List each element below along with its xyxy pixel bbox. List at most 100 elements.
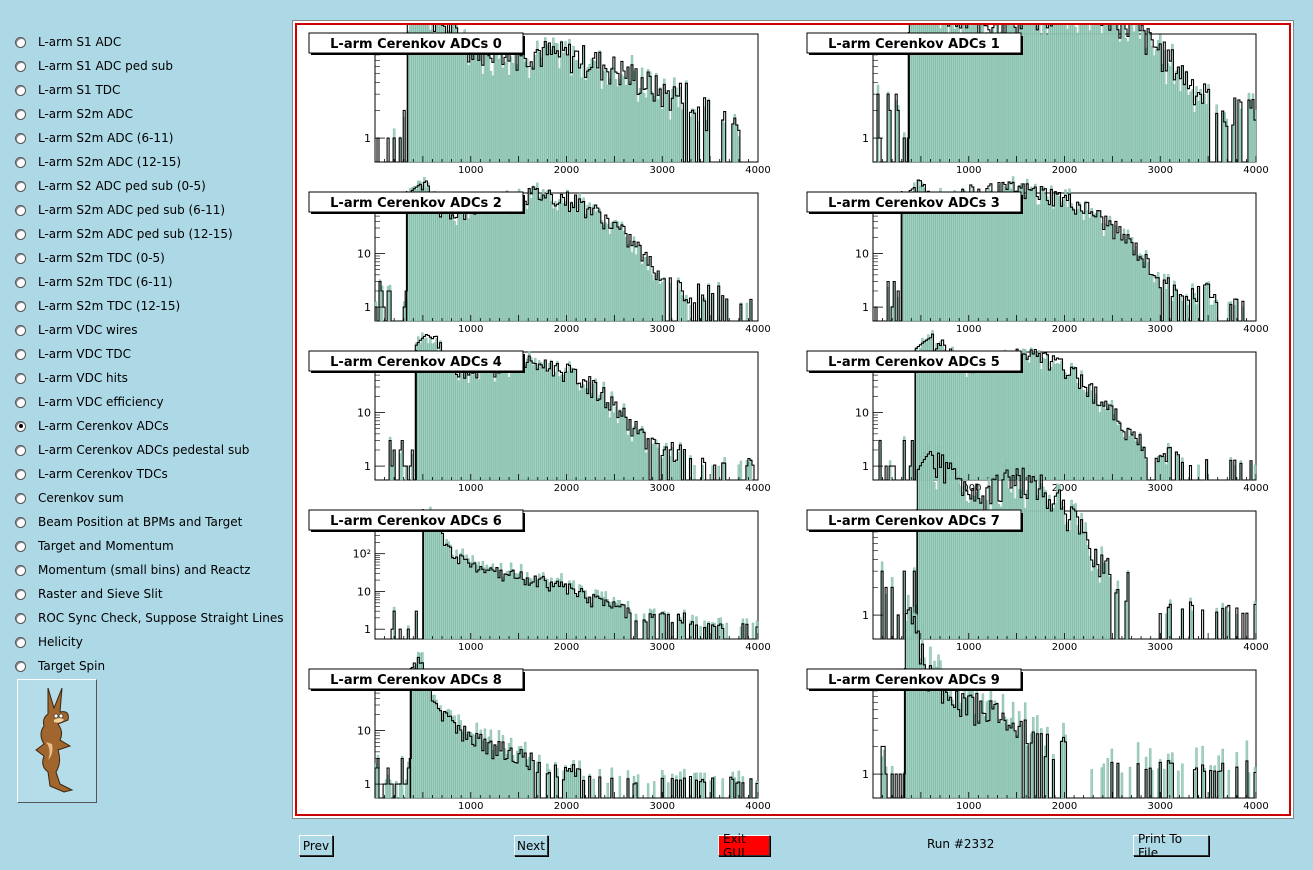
radio-button-icon[interactable]	[15, 36, 26, 48]
radio-item[interactable]: L-arm VDC efficiency	[15, 390, 285, 414]
radio-item[interactable]: L-arm VDC TDC	[15, 342, 285, 366]
plot-title-box: L-arm Cerenkov ADCs 7	[806, 509, 1023, 532]
radio-item[interactable]: L-arm S2m TDC (0-5)	[15, 246, 285, 270]
radio-label: L-arm S1 ADC ped sub	[38, 59, 173, 73]
x-tick-label: 3000	[650, 642, 675, 653]
plot-title-box: L-arm Cerenkov ADCs 5	[806, 350, 1023, 373]
radio-button-icon[interactable]	[15, 492, 26, 504]
radio-item[interactable]: Target Spin	[15, 654, 285, 678]
radio-item[interactable]: L-arm VDC wires	[15, 318, 285, 342]
radio-button-icon[interactable]	[15, 204, 26, 216]
radio-item[interactable]: L-arm Cerenkov ADCs	[15, 414, 285, 438]
x-tick-label: 1000	[458, 165, 483, 176]
radio-item[interactable]: Beam Position at BPMs and Target	[15, 510, 285, 534]
radio-button-icon[interactable]	[15, 60, 26, 72]
y-tick-label: 1	[862, 460, 869, 473]
radio-button-icon[interactable]	[15, 156, 26, 168]
y-tick-label: 1	[862, 609, 869, 622]
coyote-logo-icon	[17, 679, 97, 803]
radio-label: L-arm S2m TDC (6-11)	[38, 275, 173, 289]
radio-item[interactable]: L-arm S1 TDC	[15, 78, 285, 102]
radio-button-icon[interactable]	[15, 564, 26, 576]
radio-button-icon[interactable]	[15, 300, 26, 312]
y-tick-label: 1	[364, 778, 371, 791]
radio-button-icon[interactable]	[15, 516, 26, 528]
radio-button-icon[interactable]	[15, 540, 26, 552]
radio-button-icon[interactable]	[15, 228, 26, 240]
radio-button-icon[interactable]	[15, 324, 26, 336]
radio-item[interactable]: Cerenkov sum	[15, 486, 285, 510]
x-tick-label: 4000	[745, 642, 770, 653]
radio-item[interactable]: ROC Sync Check, Suppose Straight Lines	[15, 606, 285, 630]
radio-button-icon[interactable]	[15, 180, 26, 192]
y-tick-label: 10	[357, 585, 371, 598]
next-button[interactable]: Next	[514, 835, 548, 856]
radio-item[interactable]: L-arm S2m ADC	[15, 102, 285, 126]
prev-button[interactable]: Prev	[299, 835, 333, 856]
radio-button-icon[interactable]	[15, 252, 26, 264]
radio-item[interactable]: L-arm S2m TDC (12-15)	[15, 294, 285, 318]
radio-item[interactable]: L-arm S2m ADC (12-15)	[15, 150, 285, 174]
radio-button-icon[interactable]	[15, 444, 26, 456]
radio-item[interactable]: L-arm S2 ADC ped sub (0-5)	[15, 174, 285, 198]
radio-item[interactable]: Helicity	[15, 630, 285, 654]
radio-button-icon[interactable]	[15, 636, 26, 648]
x-tick-label: 2000	[554, 165, 579, 176]
plot-title-box: L-arm Cerenkov ADCs 3	[806, 191, 1023, 214]
x-tick-label: 1000	[458, 324, 483, 335]
plot-title: L-arm Cerenkov ADCs 1	[828, 37, 1000, 52]
radio-label: Target Spin	[38, 659, 106, 673]
radio-button-icon[interactable]	[15, 612, 26, 624]
radio-item[interactable]: Raster and Sieve Slit	[15, 582, 285, 606]
radio-item[interactable]: L-arm S2m ADC ped sub (6-11)	[15, 198, 285, 222]
x-tick-label: 1000	[956, 801, 981, 812]
x-tick-label: 2000	[1052, 483, 1077, 494]
radio-label: L-arm Cerenkov TDCs	[38, 467, 168, 481]
radio-button-icon[interactable]	[15, 468, 26, 480]
radio-label: Target and Momentum	[38, 539, 174, 553]
radio-item[interactable]: Target and Momentum	[15, 534, 285, 558]
radio-button-icon[interactable]	[15, 348, 26, 360]
data-histogram	[374, 656, 758, 799]
radio-button-icon[interactable]	[15, 108, 26, 120]
radio-label: L-arm S1 TDC	[38, 83, 121, 97]
radio-button-icon[interactable]	[15, 588, 26, 600]
x-tick-label: 1000	[956, 483, 981, 494]
radio-item[interactable]: L-arm S2m ADC ped sub (12-15)	[15, 222, 285, 246]
data-histogram	[873, 333, 1256, 481]
radio-item[interactable]: L-arm S2m TDC (6-11)	[15, 270, 285, 294]
x-tick-label: 1000	[956, 165, 981, 176]
x-tick-label: 4000	[1243, 801, 1268, 812]
radio-label: L-arm S2m ADC (12-15)	[38, 155, 182, 169]
radio-button-icon[interactable]	[15, 372, 26, 384]
radio-button-icon[interactable]	[15, 660, 26, 672]
radio-button-icon[interactable]	[15, 84, 26, 96]
radio-item[interactable]: L-arm S1 ADC ped sub	[15, 54, 285, 78]
radio-button-icon[interactable]	[15, 396, 26, 408]
radio-item[interactable]: L-arm Cerenkov ADCs pedestal sub	[15, 438, 285, 462]
radio-item[interactable]: Momentum (small bins) and Reactz	[15, 558, 285, 582]
radio-label: L-arm S2m TDC (12-15)	[38, 299, 181, 313]
exit-gui-button[interactable]: Exit GUI	[718, 832, 770, 860]
radio-item[interactable]: L-arm S2m ADC (6-11)	[15, 126, 285, 150]
x-tick-label: 3000	[1148, 801, 1173, 812]
radio-label: L-arm Cerenkov ADCs	[38, 419, 169, 433]
radio-label: L-arm S2m ADC (6-11)	[38, 131, 174, 145]
print-to-file-button[interactable]: Print To File	[1133, 832, 1209, 860]
x-tick-label: 2000	[554, 483, 579, 494]
plot-title: L-arm Cerenkov ADCs 5	[828, 355, 1000, 370]
plot-title-box: L-arm Cerenkov ADCs 0	[308, 32, 525, 55]
canvas-border: 1000 2000 3000 4000 1 10 L-arm Cerenkov ADCs 0…	[295, 0, 1291, 816]
radio-item[interactable]: L-arm S1 ADC	[15, 30, 285, 54]
radio-item[interactable]: L-arm VDC hits	[15, 366, 285, 390]
plot-title-box: L-arm Cerenkov ADCs 1	[806, 32, 1023, 55]
radio-button-icon[interactable]	[15, 132, 26, 144]
radio-item[interactable]: L-arm Cerenkov TDCs	[15, 462, 285, 486]
radio-button-icon[interactable]	[15, 420, 26, 432]
radio-button-icon[interactable]	[15, 276, 26, 288]
x-tick-label: 3000	[1148, 165, 1173, 176]
